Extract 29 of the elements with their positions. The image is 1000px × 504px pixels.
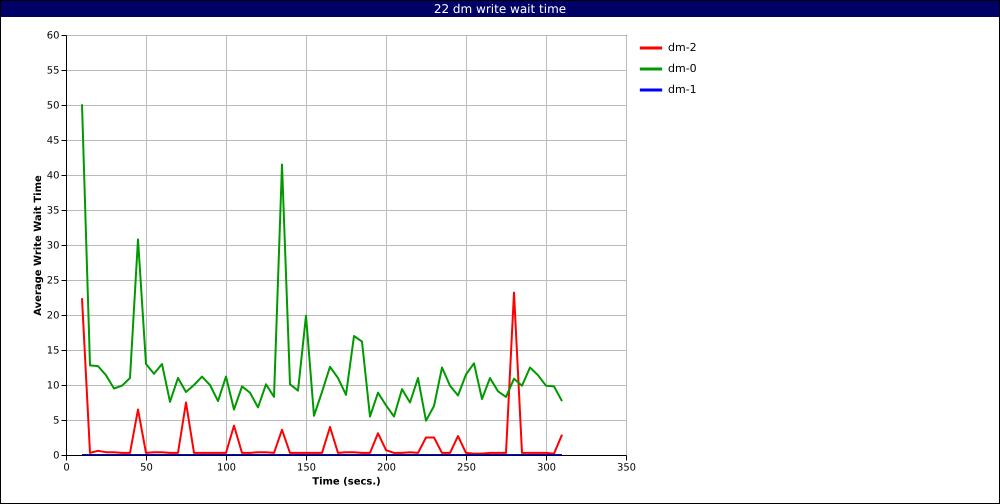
x-tick-label: 300 [536, 462, 556, 474]
line-series [81, 103, 563, 422]
x-axis-title: Time (secs.) [312, 476, 381, 488]
y-tick-label: 20 [46, 310, 60, 322]
y-tick-label: 25 [46, 276, 60, 286]
y-tick-label: 55 [46, 66, 60, 76]
chart-title: 22 dm write wait time [1, 1, 999, 17]
x-tick-label: 50 [140, 462, 153, 474]
legend-label: dm-1 [668, 83, 697, 96]
y-tick-label: 40 [46, 170, 60, 182]
x-tick-label: 200 [376, 462, 396, 474]
x-tick-label: 250 [456, 462, 476, 474]
x-tick-label: 350 [616, 462, 636, 474]
x-tick-label: 100 [216, 462, 236, 474]
legend-label: dm-0 [668, 62, 697, 75]
line-series [81, 292, 563, 455]
y-tick-label: 35 [46, 206, 60, 216]
x-tick-label: 150 [296, 462, 316, 474]
y-tick-label: 0 [53, 450, 60, 462]
legend-label: dm-2 [668, 41, 697, 54]
x-tick-label: 0 [63, 462, 70, 474]
y-tick-label: 15 [46, 346, 60, 356]
y-tick-label: 10 [46, 380, 60, 392]
y-tick-label: 5 [53, 416, 60, 426]
y-tick-label: 30 [46, 240, 60, 252]
y-axis-title: Average Write Wait Time [32, 174, 44, 316]
y-tick-label: 50 [46, 100, 60, 112]
y-tick-label: 60 [46, 30, 60, 42]
y-tick-label: 45 [46, 136, 60, 146]
